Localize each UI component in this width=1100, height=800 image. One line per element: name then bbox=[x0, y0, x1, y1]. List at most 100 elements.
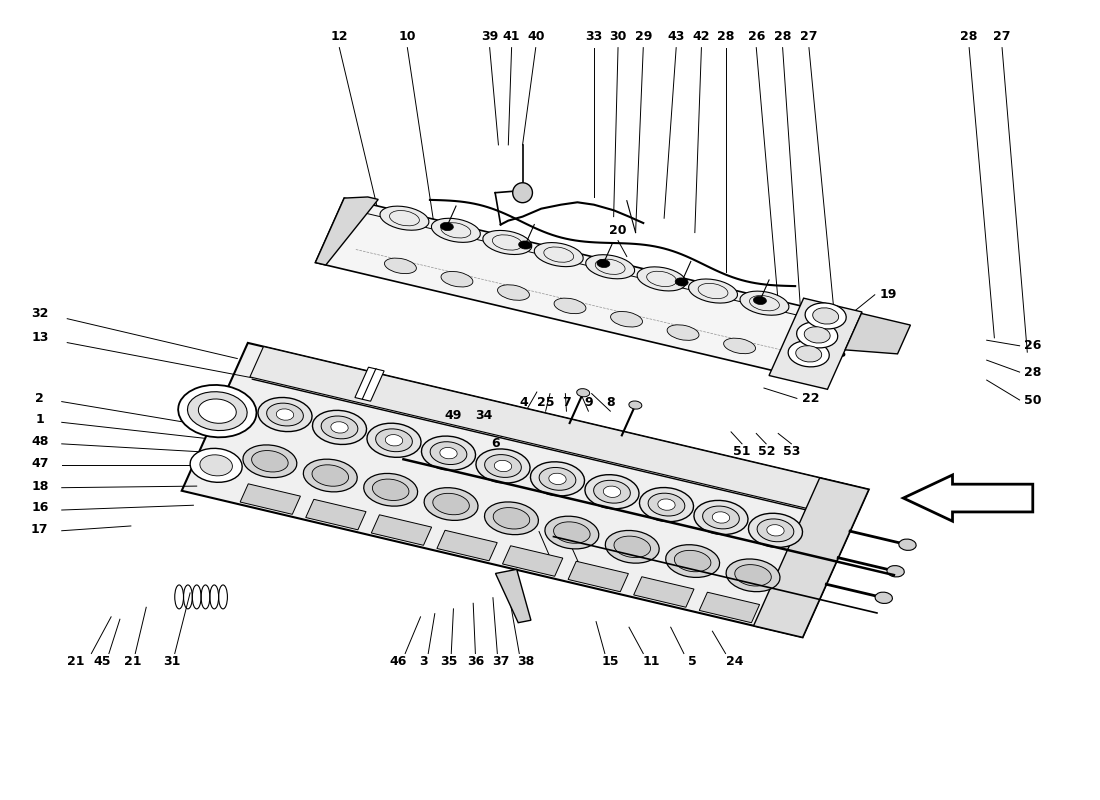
Ellipse shape bbox=[331, 422, 349, 433]
Ellipse shape bbox=[614, 536, 650, 558]
Polygon shape bbox=[845, 314, 911, 354]
Text: 44: 44 bbox=[371, 432, 388, 445]
Text: 52: 52 bbox=[759, 446, 775, 458]
Text: 46: 46 bbox=[389, 655, 407, 668]
Ellipse shape bbox=[493, 507, 530, 529]
Ellipse shape bbox=[597, 259, 609, 267]
Text: 53: 53 bbox=[783, 446, 800, 458]
Ellipse shape bbox=[610, 311, 642, 327]
Ellipse shape bbox=[554, 298, 586, 314]
Text: 33: 33 bbox=[585, 30, 603, 43]
Ellipse shape bbox=[658, 499, 675, 510]
Ellipse shape bbox=[675, 278, 689, 286]
Polygon shape bbox=[182, 343, 869, 638]
Text: 47: 47 bbox=[31, 458, 48, 470]
Text: 40: 40 bbox=[527, 30, 544, 43]
Ellipse shape bbox=[594, 480, 630, 503]
Ellipse shape bbox=[476, 449, 530, 483]
Text: 28: 28 bbox=[1024, 366, 1042, 378]
Ellipse shape bbox=[430, 442, 466, 465]
Ellipse shape bbox=[483, 230, 531, 254]
Polygon shape bbox=[306, 499, 366, 530]
Text: 41: 41 bbox=[503, 30, 520, 43]
Text: 35: 35 bbox=[440, 655, 458, 668]
Ellipse shape bbox=[243, 445, 297, 478]
Text: 48: 48 bbox=[31, 435, 48, 448]
Ellipse shape bbox=[258, 398, 312, 432]
Ellipse shape bbox=[876, 592, 892, 603]
Ellipse shape bbox=[648, 493, 685, 516]
Text: 37: 37 bbox=[492, 655, 509, 668]
Text: 22: 22 bbox=[802, 392, 820, 405]
Ellipse shape bbox=[385, 434, 403, 446]
Text: 4: 4 bbox=[519, 396, 528, 409]
Text: 14: 14 bbox=[541, 559, 559, 572]
Text: 29: 29 bbox=[635, 30, 652, 43]
Text: 39: 39 bbox=[481, 30, 498, 43]
Text: 21: 21 bbox=[124, 655, 142, 668]
Ellipse shape bbox=[754, 296, 767, 305]
Polygon shape bbox=[769, 298, 862, 390]
Text: 9: 9 bbox=[584, 396, 593, 409]
Polygon shape bbox=[250, 346, 854, 516]
Ellipse shape bbox=[198, 399, 236, 423]
Ellipse shape bbox=[421, 436, 475, 470]
Ellipse shape bbox=[266, 403, 304, 426]
Polygon shape bbox=[634, 577, 694, 607]
Text: 21: 21 bbox=[67, 655, 85, 668]
Ellipse shape bbox=[252, 450, 288, 472]
Ellipse shape bbox=[312, 465, 349, 486]
Text: 36: 36 bbox=[572, 565, 590, 578]
Ellipse shape bbox=[178, 385, 256, 438]
Text: 11: 11 bbox=[642, 655, 660, 668]
Ellipse shape bbox=[576, 389, 590, 397]
Ellipse shape bbox=[497, 285, 529, 300]
Ellipse shape bbox=[425, 488, 478, 521]
Ellipse shape bbox=[494, 460, 512, 472]
Ellipse shape bbox=[373, 479, 409, 501]
Ellipse shape bbox=[674, 550, 711, 572]
Text: 32: 32 bbox=[31, 307, 48, 321]
Ellipse shape bbox=[312, 410, 366, 445]
Ellipse shape bbox=[485, 454, 521, 478]
Ellipse shape bbox=[740, 291, 789, 315]
Text: 28: 28 bbox=[774, 30, 791, 43]
Ellipse shape bbox=[767, 525, 784, 536]
Polygon shape bbox=[754, 478, 869, 638]
Text: 31: 31 bbox=[163, 655, 180, 668]
Ellipse shape bbox=[796, 322, 838, 348]
Ellipse shape bbox=[440, 447, 458, 458]
Text: 12: 12 bbox=[331, 30, 348, 43]
Ellipse shape bbox=[603, 486, 620, 498]
Text: 27: 27 bbox=[993, 30, 1011, 43]
Text: 28: 28 bbox=[717, 30, 734, 43]
Polygon shape bbox=[240, 484, 300, 514]
Text: 45: 45 bbox=[94, 655, 111, 668]
Text: 13: 13 bbox=[31, 331, 48, 344]
Polygon shape bbox=[355, 367, 377, 399]
Text: 28: 28 bbox=[960, 30, 978, 43]
Ellipse shape bbox=[304, 459, 358, 492]
Text: 8: 8 bbox=[606, 396, 615, 409]
Text: 3: 3 bbox=[419, 655, 428, 668]
Ellipse shape bbox=[667, 325, 698, 340]
Text: 50: 50 bbox=[1024, 394, 1042, 406]
Text: 2: 2 bbox=[35, 392, 44, 405]
Polygon shape bbox=[316, 198, 850, 382]
Polygon shape bbox=[437, 530, 497, 561]
Ellipse shape bbox=[703, 506, 739, 529]
Ellipse shape bbox=[813, 308, 838, 324]
Ellipse shape bbox=[518, 241, 531, 249]
Ellipse shape bbox=[585, 254, 635, 278]
Ellipse shape bbox=[544, 516, 598, 549]
Ellipse shape bbox=[190, 448, 242, 482]
Polygon shape bbox=[568, 562, 628, 592]
Text: 27: 27 bbox=[800, 30, 817, 43]
Text: 38: 38 bbox=[517, 655, 535, 668]
Text: 24: 24 bbox=[726, 655, 744, 668]
Ellipse shape bbox=[441, 271, 473, 287]
Ellipse shape bbox=[726, 559, 780, 592]
Ellipse shape bbox=[535, 242, 583, 266]
Polygon shape bbox=[362, 369, 384, 402]
Text: 1: 1 bbox=[35, 414, 44, 426]
